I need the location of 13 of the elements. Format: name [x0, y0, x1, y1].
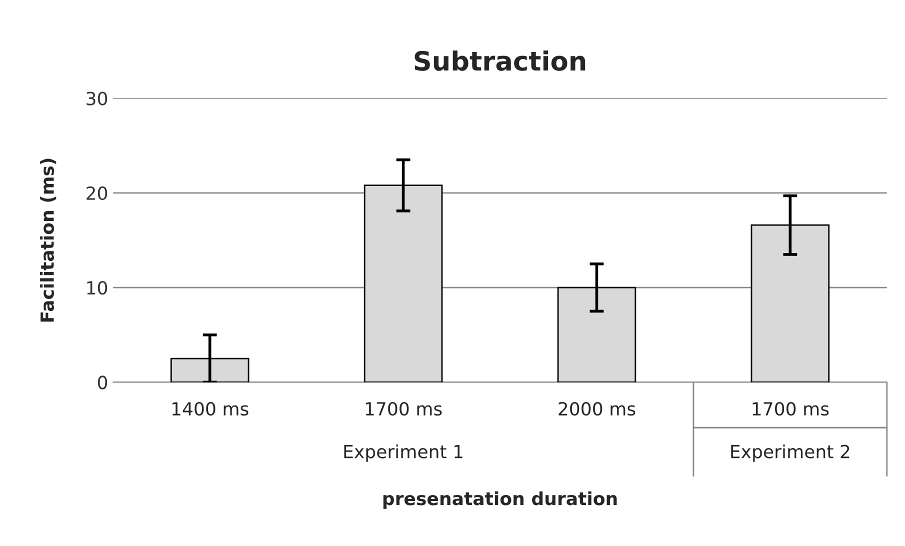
x-tick-label: 1400 ms	[172, 402, 248, 416]
x-axis-title: presenatation duration	[383, 491, 617, 509]
x-tick-label: 1700 ms	[752, 402, 829, 416]
y-tick-label: 30	[86, 92, 108, 106]
y-axis-title: Facilitation (ms)	[40, 158, 56, 322]
y-tick-label: 0	[98, 376, 108, 390]
y-tick-label: 20	[86, 186, 108, 200]
x-tick-label: 1700 ms	[366, 402, 442, 416]
text: Experiment 1	[344, 444, 462, 462]
chart-title: Subtraction	[414, 50, 586, 71]
text: Experiment 2	[731, 444, 850, 462]
x-tick-label: 2000 ms	[558, 402, 636, 416]
y-tick-label: 10	[87, 281, 108, 295]
